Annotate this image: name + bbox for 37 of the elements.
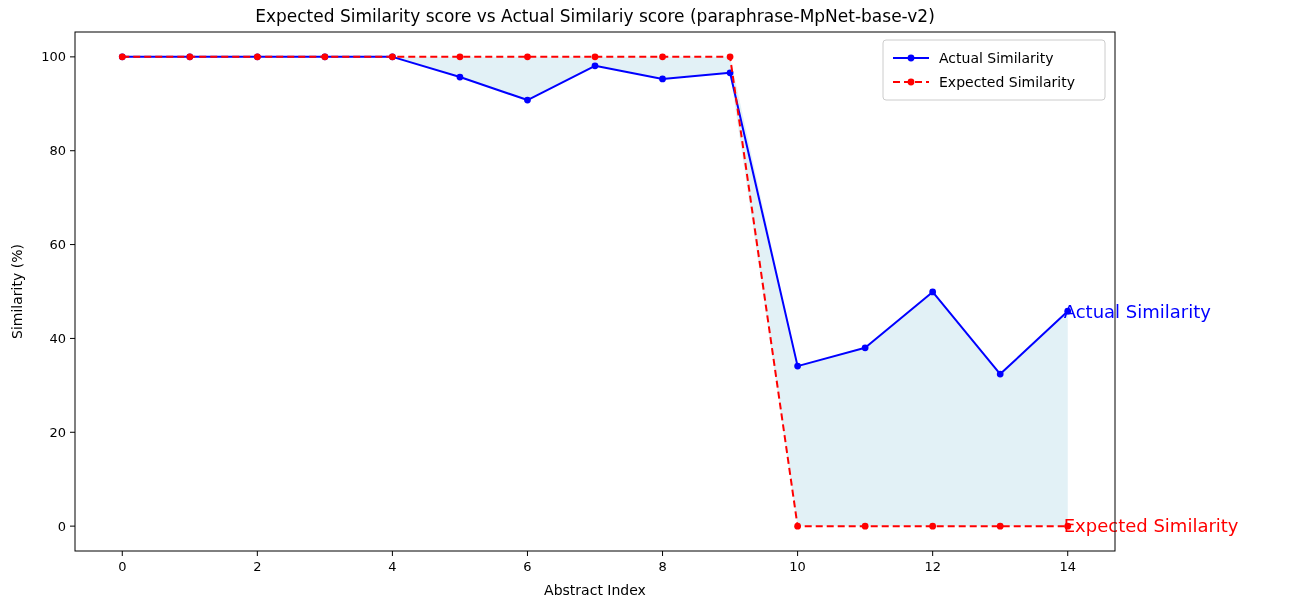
x-tick-label: 8	[658, 559, 667, 574]
x-tick-label: 14	[1059, 559, 1076, 574]
y-tick-label: 20	[49, 424, 66, 440]
point	[456, 73, 464, 81]
point	[929, 288, 937, 296]
y-tick-label: 100	[41, 49, 66, 65]
point	[929, 522, 937, 530]
x-tick-label: 4	[388, 559, 397, 574]
x-tick-label: 10	[789, 559, 806, 574]
point	[524, 53, 531, 61]
text: Expected Similarity	[1063, 515, 1239, 537]
point	[591, 62, 599, 70]
point	[456, 53, 464, 61]
point	[659, 53, 666, 61]
point	[659, 75, 666, 83]
x-axis-title: Abstract Index	[544, 582, 646, 598]
point	[524, 96, 531, 104]
point	[794, 362, 801, 370]
y-axis-title: Similarity (%)	[9, 244, 25, 339]
point	[861, 344, 869, 352]
point	[861, 522, 869, 530]
legend-label: Actual Similarity	[939, 49, 1054, 66]
x-tick-label: 12	[924, 559, 941, 574]
point	[591, 53, 599, 61]
y-tick-label: 40	[49, 330, 66, 346]
point	[996, 370, 1004, 378]
point	[794, 522, 801, 530]
x-tick-label: 2	[253, 559, 262, 574]
y-tick-label: 60	[49, 237, 66, 253]
x-tick-label: 6	[523, 559, 532, 574]
point	[996, 522, 1004, 530]
point	[726, 53, 734, 61]
x-tick-label: 0	[118, 559, 127, 574]
y-tick-label: 0	[57, 518, 66, 534]
legend-label: Expected Similarity	[939, 73, 1075, 90]
y-tick-label: 80	[49, 143, 66, 159]
chart-title: Expected Similarity score vs Actual Similariy score (paraphrase-MpNet-base-v2)	[255, 6, 935, 26]
